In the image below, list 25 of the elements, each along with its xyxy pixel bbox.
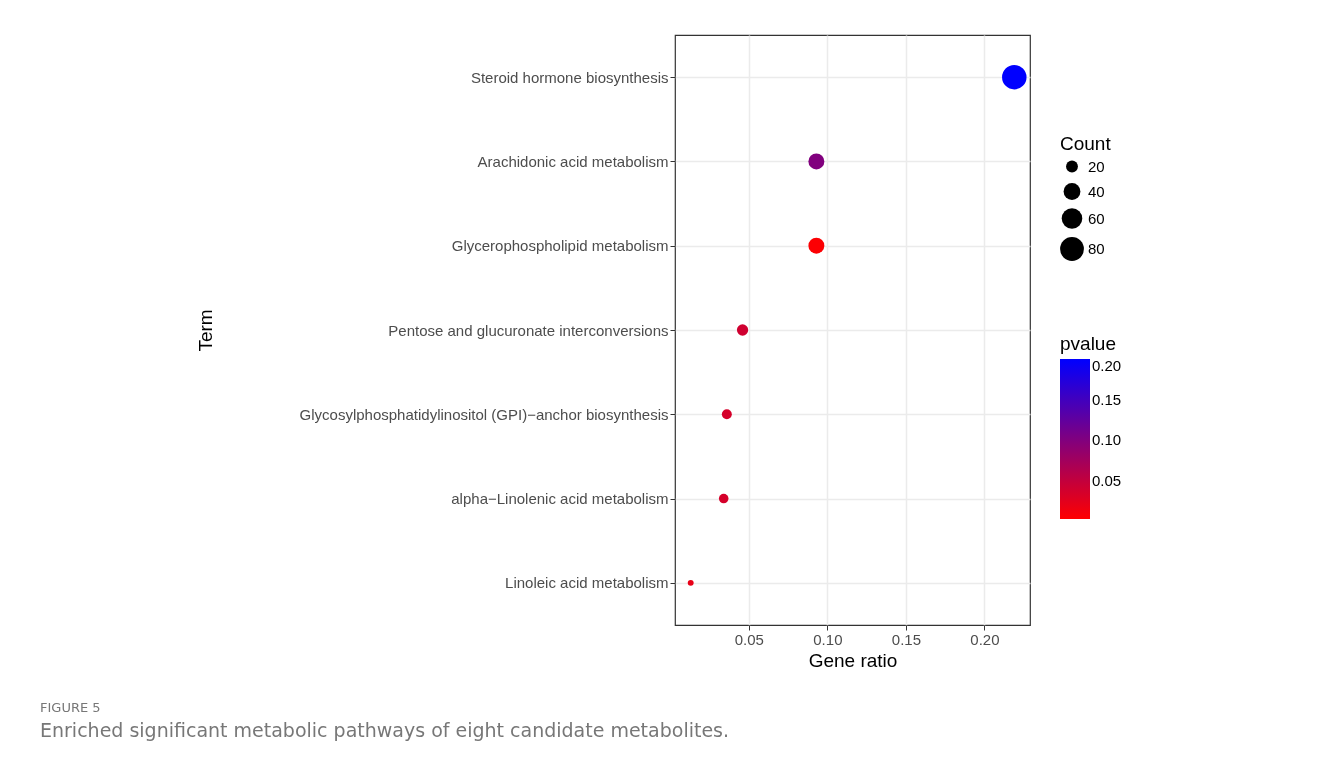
y-tick-label: Linoleic acid metabolism bbox=[505, 574, 669, 592]
x-tick-label: 0.20 bbox=[970, 630, 1000, 648]
y-tick-label: Steroid hormone biosynthesis bbox=[470, 68, 669, 86]
x-tick-label: 0.10 bbox=[813, 630, 843, 648]
text: Enriched significant metabolic pathways of eight candidate metabolites. bbox=[40, 719, 730, 741]
y-tick-label: Pentose and glucuronate interconversions bbox=[388, 321, 669, 339]
color-bar-title: pvalue bbox=[1060, 333, 1116, 354]
color-bar-label: 0.20 bbox=[1092, 357, 1122, 374]
x-tick-label: 0.05 bbox=[734, 630, 764, 648]
legend-label: 20 bbox=[1088, 157, 1105, 175]
y-tick-label: Glycosylphosphatidylinositol (GPI)−anchor biosynthesis bbox=[299, 405, 669, 423]
x-tick-label: 0.15 bbox=[891, 630, 922, 648]
legend-title: Count bbox=[1060, 133, 1112, 154]
x-axis-title: Gene ratio bbox=[808, 649, 898, 671]
legend-label: 80 bbox=[1088, 240, 1105, 257]
y-tick-label: Arachidonic acid metabolism bbox=[477, 152, 669, 170]
legend-label: 40 bbox=[1088, 182, 1105, 200]
color-bar-label: 0.10 bbox=[1092, 431, 1122, 449]
color-bar-label: 0.05 bbox=[1092, 471, 1122, 489]
y-tick-label: Glycerophospholipid metabolism bbox=[451, 237, 669, 255]
legend-label: 60 bbox=[1088, 209, 1105, 227]
y-tick-label: alpha−Linolenic acid metabolism bbox=[451, 490, 669, 508]
caption: FIGURE 5 bbox=[40, 700, 102, 715]
y-axis-title: Term bbox=[194, 309, 216, 352]
color-bar-label: 0.15 bbox=[1092, 390, 1122, 408]
